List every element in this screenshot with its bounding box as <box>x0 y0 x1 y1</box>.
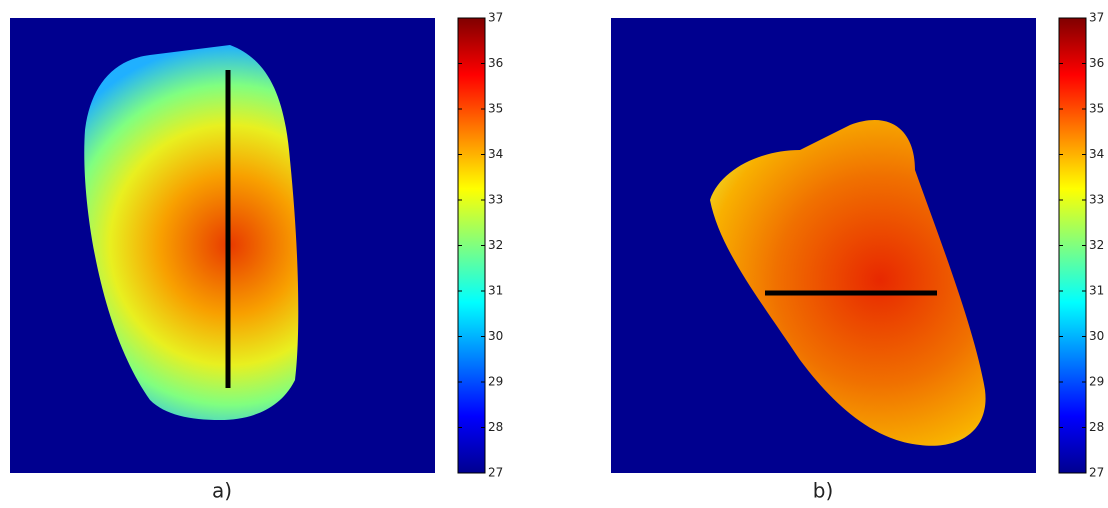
tick-label: 32 <box>1089 238 1104 252</box>
tick-label: 37 <box>488 11 503 25</box>
colorbar <box>1059 18 1086 473</box>
tick-label: 33 <box>1089 193 1104 207</box>
page: {"chart_data": [ {"type": "colorbar", "l… <box>0 0 1108 504</box>
panel-label: a) <box>212 479 232 503</box>
tick-label: 28 <box>1089 420 1104 434</box>
tick-label: 31 <box>488 284 503 298</box>
tick-label: 29 <box>1089 375 1104 389</box>
tick-label: 29 <box>488 375 503 389</box>
tick-label: 35 <box>1089 102 1104 116</box>
tick-label: 35 <box>488 102 503 116</box>
figure: 27 28 29 30 31 32 33 34 35 36 37 a) 27 28 29 30 31 32 33 34… <box>0 0 1108 504</box>
tick-label: 34 <box>488 147 503 161</box>
tick-label: 37 <box>1089 11 1104 25</box>
tick-label: 36 <box>1089 56 1104 70</box>
tick-label: 30 <box>1089 329 1104 343</box>
tick-label: 33 <box>488 193 503 207</box>
tick-label: 27 <box>1089 466 1104 480</box>
tick-label: 32 <box>488 238 503 252</box>
colorbar <box>458 18 485 473</box>
tick-label: 36 <box>488 56 503 70</box>
tick-label: 31 <box>1089 284 1104 298</box>
tick-label: 28 <box>488 420 503 434</box>
tick-label: 27 <box>488 466 503 480</box>
tick-label: 34 <box>1089 147 1104 161</box>
tick-label: 30 <box>488 329 503 343</box>
panel-label: b) <box>813 479 834 503</box>
